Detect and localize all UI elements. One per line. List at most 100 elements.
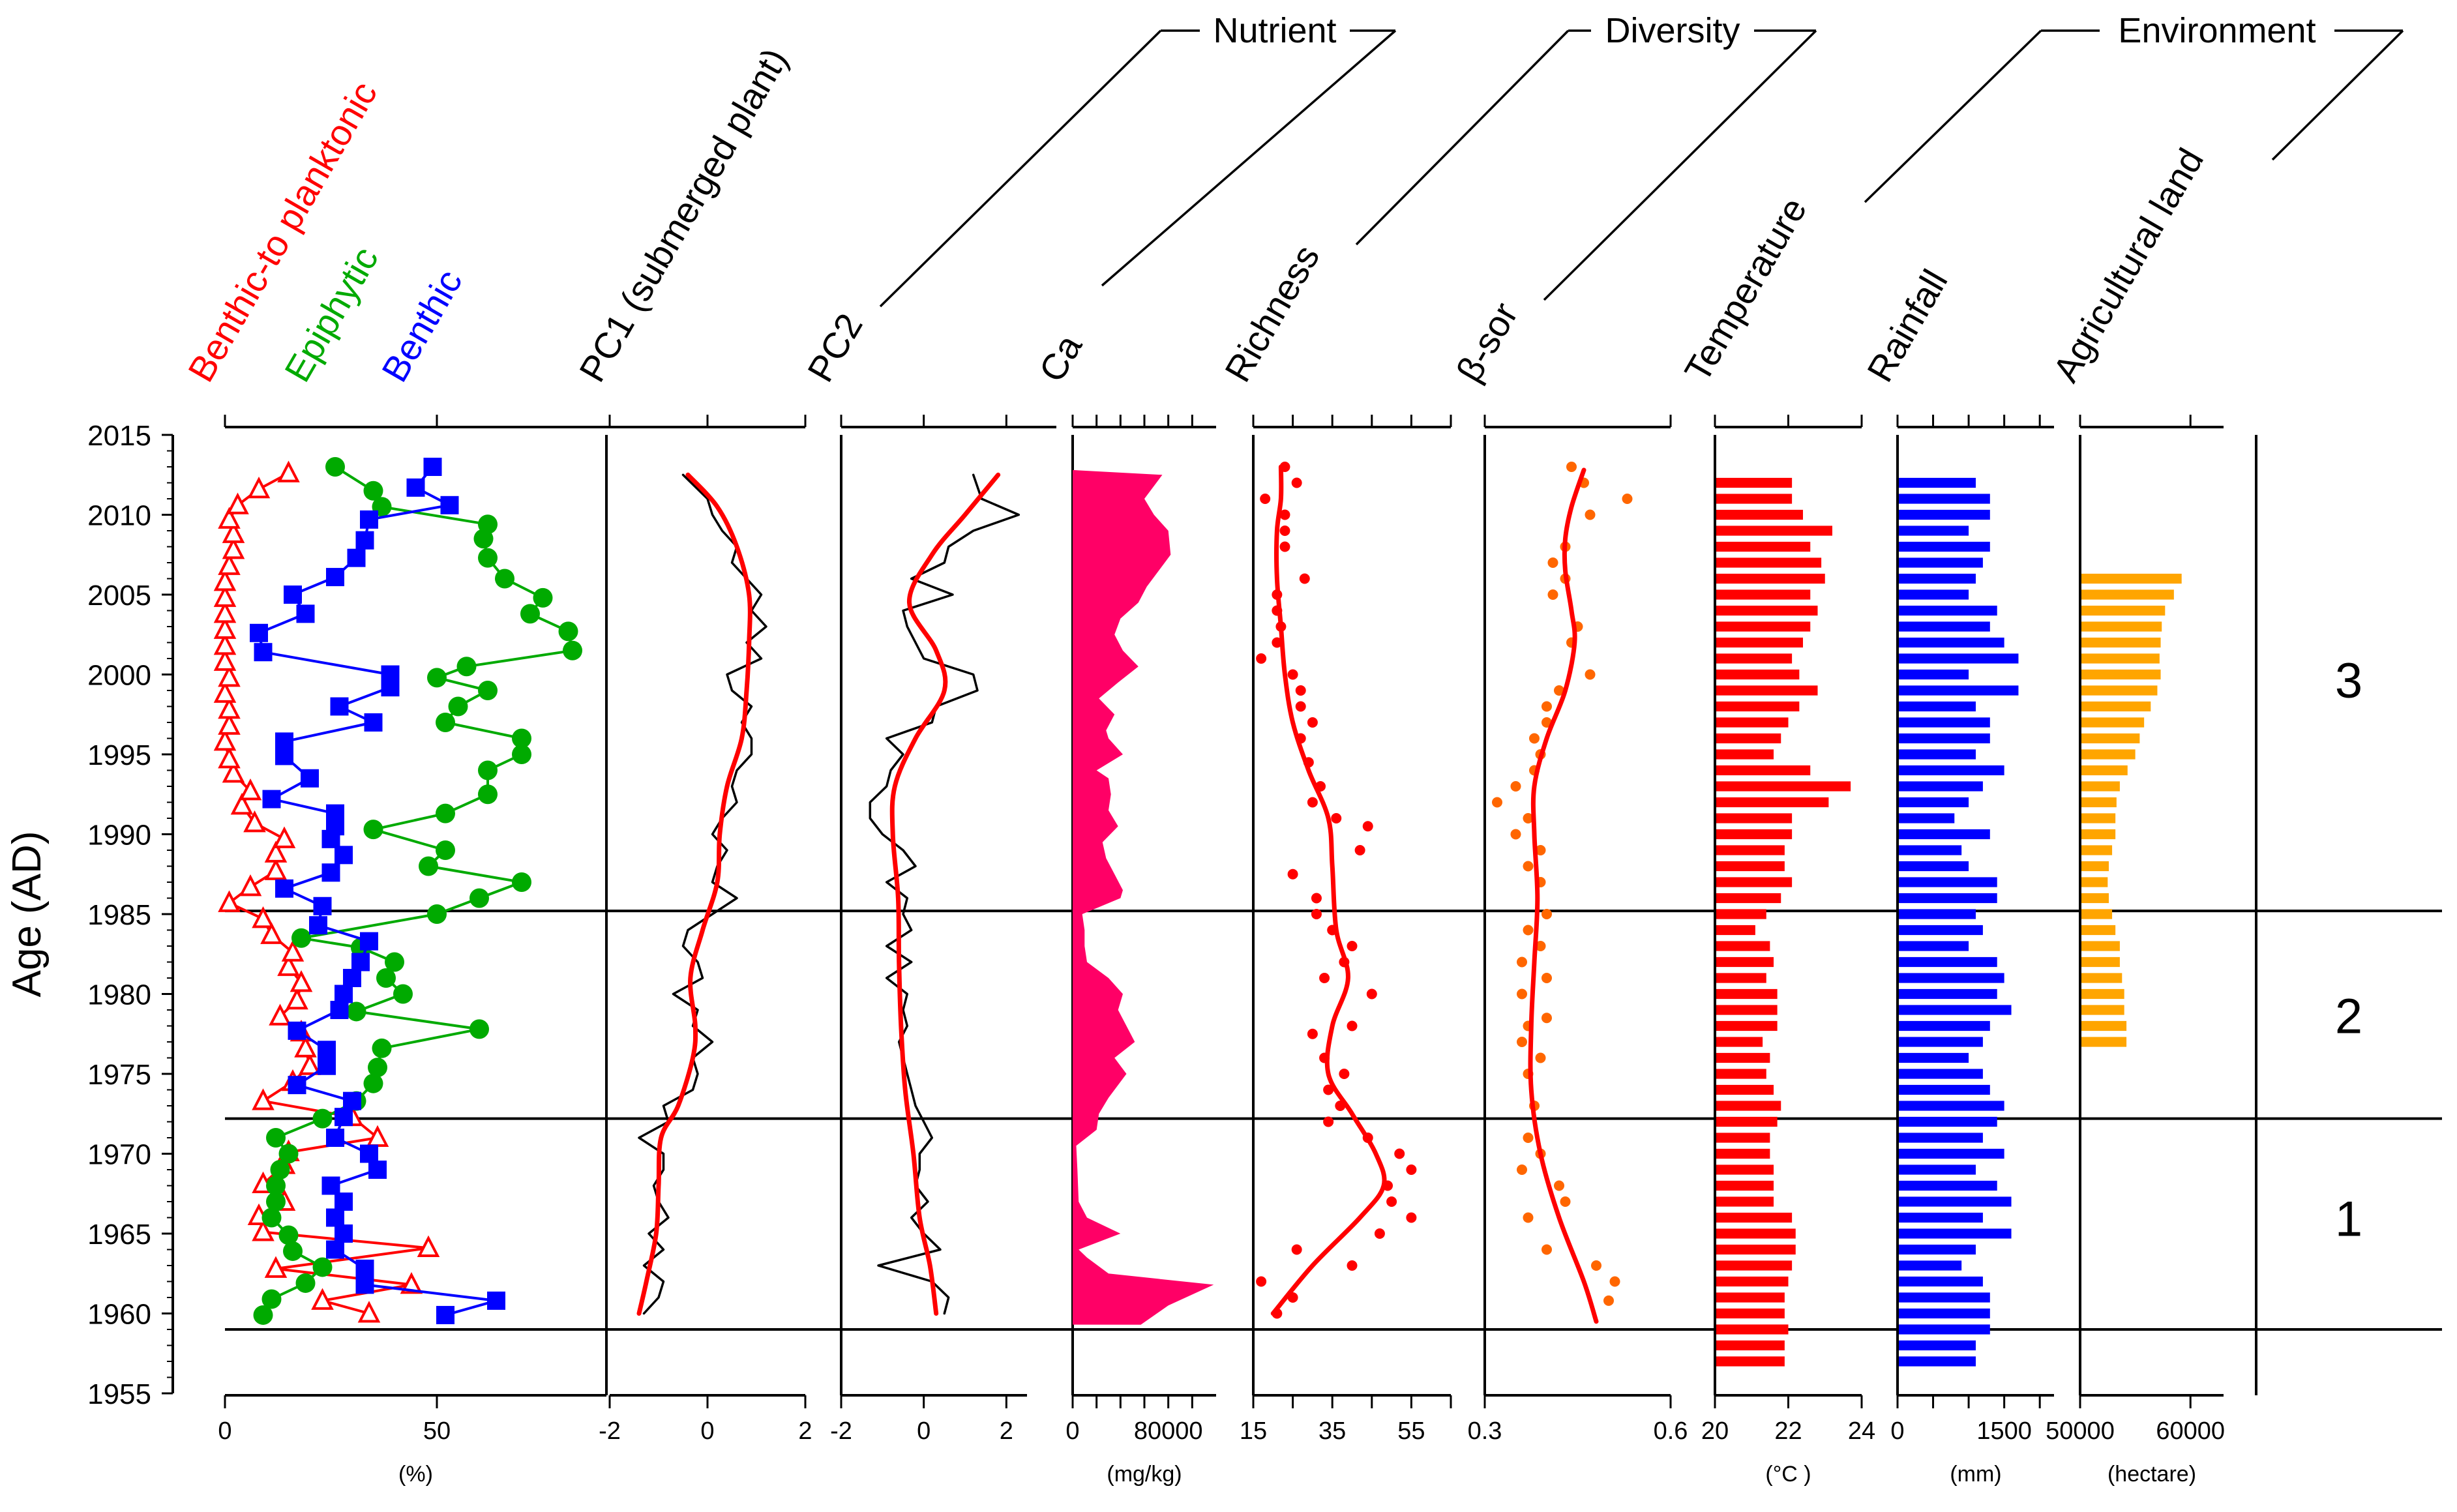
benthic-marker xyxy=(330,697,349,716)
benthic-to-planktonic-marker xyxy=(281,940,305,962)
benthic-marker xyxy=(326,1129,344,1147)
epiphytic-marker xyxy=(261,1289,282,1309)
rainfall-bar xyxy=(1899,685,2019,696)
epiphytic-marker xyxy=(253,1305,273,1325)
rainfall-bar xyxy=(1899,749,1976,760)
benthic-to-planktonic-marker xyxy=(213,729,237,751)
epiphytic-marker xyxy=(291,928,311,948)
temperature-bar xyxy=(1716,1276,1789,1287)
agri-bar xyxy=(2081,637,2161,648)
benthic-marker xyxy=(254,643,273,662)
epiphytic-marker xyxy=(469,1019,489,1039)
rainfall-bar xyxy=(1899,1020,1990,1031)
rainfall-bar xyxy=(1899,829,1990,840)
richness-smooth-line xyxy=(1270,464,1387,1316)
benthic-to-planktonic-marker xyxy=(218,747,241,769)
temperature-bar xyxy=(1716,526,1832,536)
benthic-marker xyxy=(355,1259,374,1278)
benthic-marker xyxy=(335,1108,353,1127)
benthic-marker xyxy=(321,863,340,882)
rainfall-bar xyxy=(1899,765,2004,776)
y-tick-label: 2010 xyxy=(87,500,151,532)
x-tick-label: 22 xyxy=(1774,1417,1802,1445)
rainfall-bar xyxy=(1899,1101,2004,1111)
richness-point xyxy=(1386,1196,1397,1207)
temperature-bar xyxy=(1716,973,1766,983)
epiphytic-marker xyxy=(436,713,455,732)
benthic-marker xyxy=(364,713,383,732)
temperature-bar xyxy=(1716,621,1811,632)
x-tick-label: 35 xyxy=(1318,1417,1346,1445)
x-tick-label: 50000 xyxy=(2046,1417,2115,1445)
temperature-bar xyxy=(1716,605,1818,616)
benthic-to-planktonic-marker xyxy=(273,826,296,848)
y-tick-label: 1965 xyxy=(87,1219,151,1251)
epiphytic-marker xyxy=(456,657,477,677)
rainfall-bar xyxy=(1899,1196,2012,1207)
beta-point xyxy=(1560,1196,1571,1207)
beta-point xyxy=(1492,797,1502,808)
epiphytic-marker xyxy=(520,604,540,624)
benthic-to-planktonic-marker xyxy=(213,585,237,607)
benthic-marker xyxy=(296,604,315,623)
temperature-bar xyxy=(1716,1308,1785,1319)
epiphytic-marker xyxy=(512,872,531,892)
agri-bar xyxy=(2081,605,2166,616)
benthic-to-planktonic-marker xyxy=(218,713,241,735)
temperature-bar xyxy=(1716,1180,1774,1191)
richness-point xyxy=(1366,988,1377,1000)
rainfall-bar xyxy=(1899,1212,1983,1223)
benthic-to-planktonic-marker xyxy=(243,810,266,833)
epiphytic-marker xyxy=(261,1208,282,1228)
x-tick-label: 0.3 xyxy=(1468,1417,1502,1445)
rainfall-bar xyxy=(1899,653,2019,664)
x-tick-label: 24 xyxy=(1848,1417,1875,1445)
benthic-marker xyxy=(343,969,361,987)
x-tick-label: 55 xyxy=(1397,1417,1425,1445)
epiphytic-marker xyxy=(448,696,468,717)
temperature-bar xyxy=(1716,1196,1774,1207)
epiphytic-marker xyxy=(427,904,447,924)
beta-point xyxy=(1523,861,1534,872)
benthic-marker xyxy=(423,458,442,476)
agri-bar xyxy=(2081,573,2182,584)
beta-smooth-line xyxy=(1528,467,1599,1324)
y-tick-label: 1970 xyxy=(87,1139,151,1171)
agri-bar xyxy=(2081,717,2145,728)
x-tick-label: 0 xyxy=(1890,1417,1904,1445)
benthic-to-planktonic-marker xyxy=(357,1301,381,1323)
richness-point xyxy=(1287,669,1298,680)
beta-point xyxy=(1541,701,1552,712)
beta-point xyxy=(1517,1037,1527,1047)
beta-point xyxy=(1523,925,1534,936)
diversity-group-left-diagonal xyxy=(1355,29,1570,246)
agri-bar xyxy=(2081,669,2161,680)
epiphytic-marker xyxy=(283,1241,303,1261)
beta-point xyxy=(1622,494,1633,504)
temperature-bar xyxy=(1716,733,1781,744)
benthic-marker xyxy=(347,548,366,567)
y-tick-label: 1980 xyxy=(87,979,151,1011)
agri-bar xyxy=(2081,1005,2124,1015)
beta-point xyxy=(1585,509,1596,520)
temperature-bar xyxy=(1716,589,1811,600)
x-tick-label: 0 xyxy=(1065,1417,1079,1445)
agri-bar xyxy=(2081,589,2174,600)
epiphytic-marker xyxy=(512,728,531,749)
richness-point xyxy=(1347,1260,1358,1271)
benthic-marker xyxy=(318,1056,336,1075)
benthic-to-planktonic-marker xyxy=(239,874,262,897)
benthic-to-planktonic-marker xyxy=(277,954,300,976)
benthic-marker xyxy=(360,1144,378,1163)
benthic-marker xyxy=(326,804,344,823)
richness-point xyxy=(1291,477,1302,488)
agri-bar xyxy=(2081,621,2162,632)
environment-group-right-diagonal xyxy=(2271,29,2404,161)
zone-label: 1 xyxy=(2335,1192,2362,1247)
agri-bar xyxy=(2081,749,2136,760)
nutrient-group-right-diagonal xyxy=(1101,29,1397,287)
epiphytic-marker xyxy=(346,1001,366,1022)
benthic-marker xyxy=(301,769,319,788)
pc2-smooth-line xyxy=(889,472,1001,1316)
rainfall-bar xyxy=(1899,605,1997,616)
